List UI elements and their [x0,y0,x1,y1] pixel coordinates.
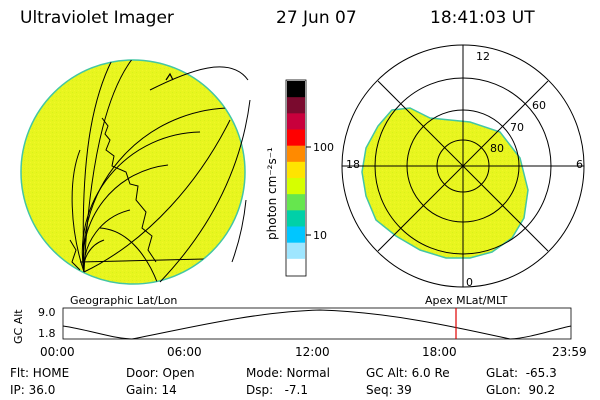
colorbar-band [287,242,305,260]
time-tick-0600: 06:00 [167,345,202,359]
status-gc-alt: GC Alt: 6.0 Re [366,366,450,380]
colorbar-band [287,226,305,244]
coastline-south [69,239,81,271]
time-tick-0000: 00:00 [40,345,75,359]
colorbar-band [287,97,305,114]
altitude-plot-frame [62,307,572,340]
alt-tick-1-8: 1.8 [38,327,56,340]
status-gain: Gain: 14 [126,383,177,397]
alt-tick-9: 9.0 [38,306,56,319]
geo-grid-lines [71,60,245,284]
mlt-label-12: 12 [476,50,490,63]
altitude-curve [62,309,572,340]
time-tick-1200: 12:00 [295,345,330,359]
altitude-plot: 9.0 1.8 GC Alt 00:00 06:00 12:00 18:00 2… [12,306,587,359]
colorbar-band [287,129,305,147]
time-tick-1800: 18:00 [422,345,457,359]
status-door: Door: Open [126,366,195,380]
mlt-label-18: 18 [346,158,360,171]
colorbar-unit-label: photon cm⁻²s⁻¹ [265,147,279,240]
geo-outer-arcs [149,66,251,283]
colorbar-band [287,113,305,130]
status-ip: IP: 36.0 [10,383,56,397]
mlat-label-70: 70 [510,121,524,134]
colorbar-band [287,210,305,227]
colorbar-tick-label-10: 10 [313,229,327,242]
time-tick-2359: 23:59 [552,345,587,359]
status-flt: Flt: HOME [10,366,70,380]
status-mode: Mode: Normal [246,366,330,380]
sun-marker [165,72,174,81]
polar-panel-label: Apex MLat/MLT [425,294,508,307]
colorbar: 100 10 photon cm⁻²s⁻¹ [265,79,334,277]
status-glat: GLat: -65.3 [486,366,557,380]
coastline [101,117,157,263]
date-label: 27 Jun 07 [276,8,357,28]
colorbar-band [287,81,305,98]
geographic-image [20,59,251,285]
colorbar-band [287,194,305,211]
polar-diag-2 [377,80,549,252]
polar-image: 12 18 6 0 60 70 80 [341,44,585,289]
colorbar-band [287,161,305,179]
time-label: 18:41:03 UT [430,8,535,28]
mlat-label-60: 60 [532,99,546,112]
instrument-title: Ultraviolet Imager [20,8,174,28]
mlat-label-80: 80 [490,142,504,155]
colorbar-tick-label-100: 100 [313,141,334,154]
geo-emission-disk [20,59,246,285]
colorbar-band [287,258,305,276]
colorbar-band [287,178,305,195]
polar-grid [341,44,585,288]
mlt-label-6: 6 [576,158,583,171]
status-seq: Seq: 39 [366,383,412,397]
geo-panel-label: Geographic Lat/Lon [70,294,177,307]
polar-oval-region [361,107,529,259]
colorbar-gradient [287,81,305,276]
status-dsp: Dsp: -7.1 [246,383,309,397]
alt-axis-title: GC Alt [12,309,25,344]
polar-emission [361,107,529,259]
colorbar-band [287,145,305,163]
mlt-label-0: 0 [466,276,473,289]
status-glon: GLon: 90.2 [486,383,556,397]
